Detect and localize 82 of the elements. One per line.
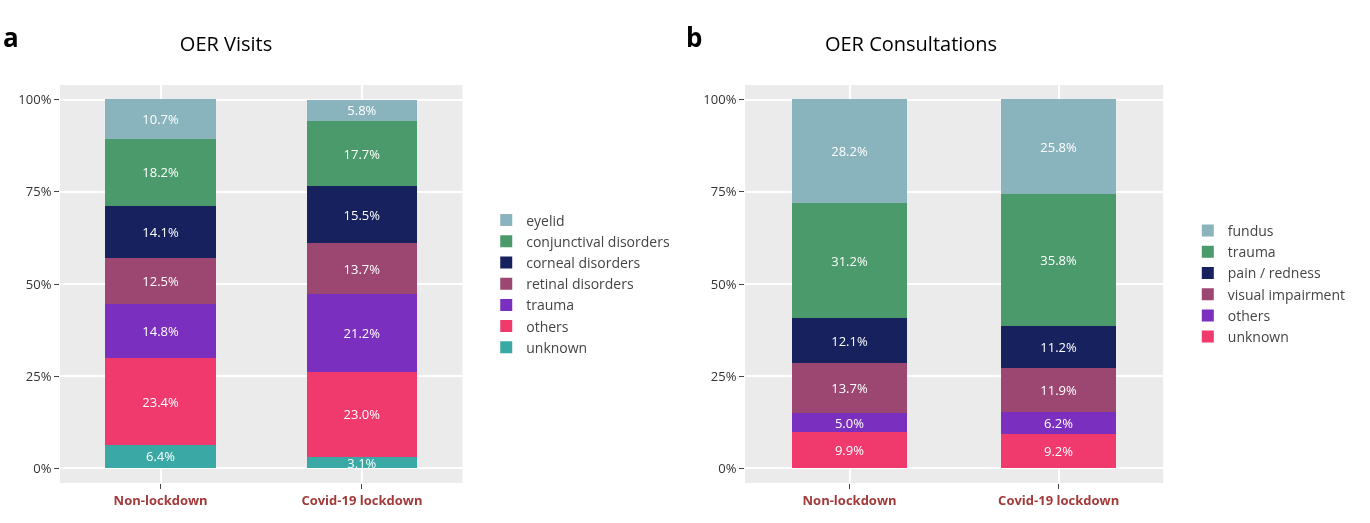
y-tick-label: 25%	[25, 366, 52, 385]
bar	[1001, 194, 1117, 327]
bar	[306, 243, 418, 294]
bar	[1001, 326, 1117, 368]
y-tick-label: 75%	[710, 182, 737, 201]
bar	[792, 362, 908, 414]
data-label: 6.2%	[1044, 413, 1074, 432]
bar	[792, 99, 908, 204]
bar	[306, 293, 418, 373]
legend-label: conjunctival disorders	[526, 231, 670, 251]
legend-label: visual impairment	[1227, 284, 1346, 304]
data-label: 3.1%	[347, 453, 377, 472]
y-tick-label: 50%	[710, 274, 737, 293]
data-label: 18.2%	[142, 163, 179, 182]
bar	[306, 121, 418, 187]
data-label: 14.1%	[142, 222, 179, 241]
y-tick-label: 100%	[703, 90, 737, 109]
data-label: 25.8%	[1040, 137, 1078, 156]
data-label: 9.9%	[834, 441, 865, 460]
legend-label: eyelid	[526, 210, 565, 230]
data-label: 35.8%	[1040, 251, 1078, 270]
data-label: 6.4%	[146, 447, 176, 466]
bar	[1001, 99, 1117, 195]
legend-label: others	[1227, 305, 1271, 325]
bar	[1001, 411, 1117, 435]
bar	[1001, 434, 1117, 469]
data-label: 5.8%	[347, 101, 377, 120]
bar	[792, 203, 908, 319]
bar	[306, 99, 418, 122]
data-label: 21.2%	[343, 324, 381, 343]
bar	[792, 413, 908, 432]
data-label: 17.7%	[343, 144, 381, 163]
legend-label: unknown	[526, 337, 588, 357]
data-label: 9.2%	[1044, 442, 1074, 461]
data-label: 13.7%	[343, 259, 381, 278]
x-tick-label: Non-lockdown	[113, 490, 208, 509]
data-label: 23.4%	[142, 392, 179, 411]
bar	[105, 358, 216, 445]
legend-label: others	[526, 316, 569, 336]
bar	[105, 99, 216, 139]
chart-title: OER Visits	[179, 29, 273, 57]
x-tick-label: Covid-19 lockdown	[301, 490, 423, 509]
x-tick-label: Covid-19 lockdown	[998, 490, 1120, 509]
data-label: 31.2%	[831, 251, 868, 270]
y-tick-label: 100%	[18, 90, 52, 109]
data-label: 11.9%	[1040, 380, 1078, 399]
data-label: 23.0%	[343, 405, 381, 424]
bar	[105, 444, 216, 469]
data-label: 11.2%	[1040, 338, 1078, 357]
y-tick-label: 0%	[33, 458, 52, 477]
text: a	[3, 19, 19, 55]
y-tick-label: 50%	[25, 274, 52, 293]
data-label: 14.8%	[142, 322, 179, 341]
legend-label: trauma	[526, 295, 575, 315]
bar	[792, 318, 908, 363]
data-label: 13.7%	[831, 379, 868, 398]
data-label: 5.0%	[834, 413, 865, 432]
bar	[105, 138, 216, 206]
bar	[105, 205, 216, 258]
legend-label: fundus	[1227, 221, 1274, 241]
bar	[1001, 367, 1117, 412]
data-label: 12.1%	[831, 331, 868, 350]
data-label: 15.5%	[343, 205, 381, 224]
legend-label: corneal disorders	[526, 252, 641, 272]
y-tick-label: 0%	[718, 458, 737, 477]
x-tick-label: Non-lockdown	[802, 490, 897, 509]
y-tick-label: 25%	[710, 366, 737, 385]
data-label: 28.2%	[831, 142, 868, 161]
legend-label: unknown	[1227, 327, 1289, 347]
legend-label: trauma	[1227, 242, 1276, 262]
bar	[105, 303, 216, 359]
data-label: 12.5%	[142, 271, 179, 290]
legend-label: pain / redness	[1227, 263, 1321, 283]
chart-title: OER Consultations	[824, 29, 998, 57]
bar	[306, 372, 418, 457]
bar	[792, 431, 908, 469]
data-label: 10.7%	[142, 110, 179, 129]
bar	[105, 257, 216, 304]
y-tick-label: 75%	[25, 182, 52, 201]
text: b	[686, 19, 703, 55]
bar	[306, 186, 418, 244]
legend-label: retinal disorders	[526, 274, 634, 294]
